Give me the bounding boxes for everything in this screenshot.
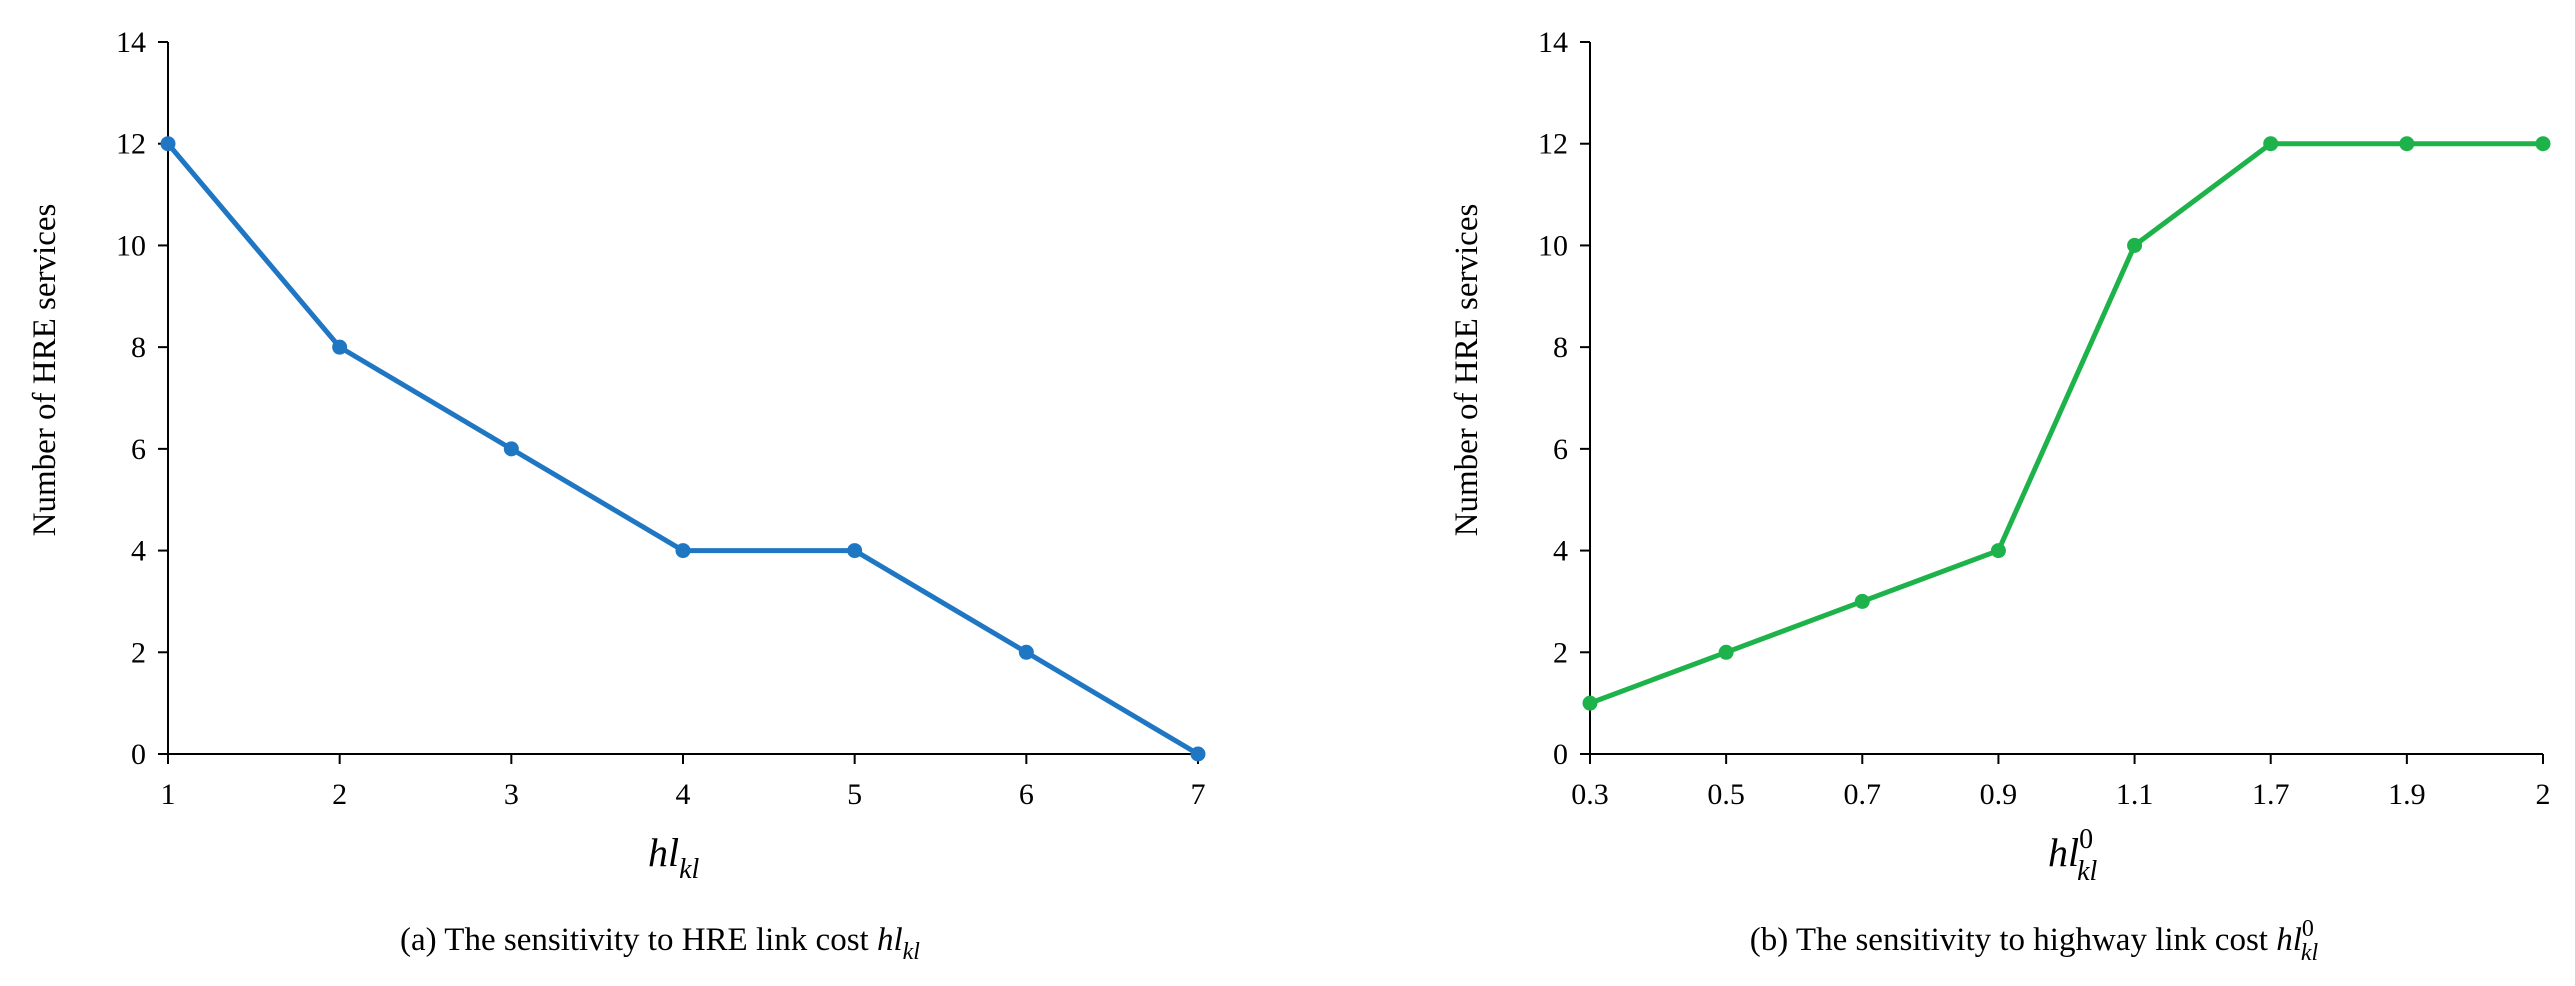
y-tick-label: 12 (116, 128, 146, 161)
x-tick-label: 1.7 (2252, 778, 2290, 811)
x-axis-label-base: hl (648, 830, 679, 875)
caption-var-sub: kl (903, 939, 921, 965)
chart-b: 0 2 4 6 8 10 12 14 0.3 0.5 0.7 0.9 1.1 1.7 1.9 2 Number … (1449, 26, 2551, 966)
x-axis-label: hl0 kl (2048, 824, 2098, 887)
chart-caption: (b) The sensitivity to highway link cost… (1750, 916, 2319, 966)
caption-var-sub: kl (2301, 940, 2319, 966)
caption-var-base: hl (2276, 922, 2302, 958)
y-tick-label: 10 (1538, 229, 1568, 262)
y-tick-label: 2 (1553, 636, 1568, 669)
data-point (160, 136, 176, 152)
x-axis-label-sub: kl (2077, 856, 2097, 887)
data-point (1990, 543, 2006, 559)
caption-text: (b) The sensitivity to highway link cost (1750, 922, 2276, 958)
x-tick-label: 5 (847, 778, 862, 811)
data-point (1582, 695, 1598, 711)
data-point (1718, 644, 1734, 660)
y-axis-label: Number of HRE services (1449, 204, 1485, 537)
data-point (1854, 593, 1870, 609)
x-axis-label-base: hl (2048, 830, 2079, 875)
series-line (165, 141, 1201, 757)
data-point (332, 339, 348, 355)
y-tick-label: 14 (116, 26, 146, 59)
x-tick-label: 3 (504, 778, 519, 811)
x-tick-label: 0.3 (1571, 778, 1609, 811)
x-tick-label: 1 (161, 778, 176, 811)
y-tick-label: 0 (131, 738, 146, 771)
y-tick-label: 2 (131, 636, 146, 669)
y-tick-label: 10 (116, 229, 146, 262)
x-tick-label: 1.9 (2388, 778, 2426, 811)
y-tick-label: 4 (131, 535, 146, 568)
y-tick-label: 12 (1538, 128, 1568, 161)
x-tick-label: 6 (1019, 778, 1034, 811)
data-point (1190, 746, 1206, 762)
data-point (1018, 644, 1034, 660)
data-point (2535, 136, 2551, 152)
y-axis-label: Number of HRE services (27, 204, 63, 537)
data-point (675, 543, 691, 559)
x-axis-label-sub: kl (679, 854, 699, 885)
x-tick-label: 7 (1191, 778, 1206, 811)
data-point (2127, 237, 2143, 253)
x-tick-label: 4 (676, 778, 691, 811)
y-tick-label: 0 (1553, 738, 1568, 771)
y-tick-label: 8 (1553, 331, 1568, 364)
x-tick-label: 0.5 (1707, 778, 1745, 811)
data-point (503, 441, 519, 457)
y-tick-label: 4 (1553, 535, 1568, 568)
data-point (2263, 136, 2279, 152)
caption-var-base: hl (877, 922, 903, 958)
chart-caption: (a) The sensitivity to HRE link cost hlk… (400, 922, 920, 965)
data-point (847, 543, 863, 559)
x-axis-label: hlkl (648, 830, 700, 885)
x-tick-label: 2 (332, 778, 347, 811)
data-point (2399, 136, 2415, 152)
x-tick-label: 0.9 (1980, 778, 2018, 811)
caption-text: (a) The sensitivity to HRE link cost (400, 922, 877, 958)
x-axis-label-sup: 0 (2079, 824, 2093, 855)
caption-var-sup: 0 (2302, 916, 2314, 942)
y-tick-label: 14 (1538, 26, 1568, 59)
series-line (1587, 141, 2546, 706)
y-tick-label: 8 (131, 331, 146, 364)
x-tick-label: 1.1 (2116, 778, 2154, 811)
y-tick-label: 6 (1553, 433, 1568, 466)
y-tick-label: 6 (131, 433, 146, 466)
x-tick-label: 2 (2536, 778, 2551, 811)
x-tick-label: 0.7 (1844, 778, 1882, 811)
